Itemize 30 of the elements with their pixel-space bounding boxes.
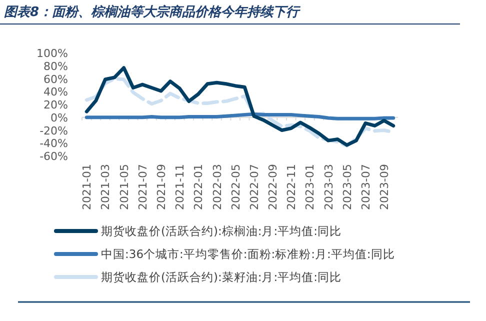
x-tick-label: 2021-01: [80, 164, 94, 210]
y-tick-label: -60%: [40, 150, 68, 163]
x-tick-label: 2021-05: [118, 164, 131, 210]
y-tick-label: 40%: [44, 86, 68, 99]
x-tick-label: 2021-11: [174, 164, 187, 210]
x-tick-label: 2022-03: [210, 164, 224, 210]
x-tick-label: 2022-07: [248, 164, 261, 210]
x-tick-label: 2021-03: [99, 164, 112, 210]
y-tick-label: 0%: [50, 111, 68, 124]
x-tick-label: 2023-05: [340, 164, 354, 210]
x-tick-label: 2022-09: [266, 164, 280, 210]
x-tick-label: 2023-01: [304, 164, 317, 210]
y-tick-label: 80%: [44, 60, 68, 73]
x-tick-label: 2023-03: [322, 164, 336, 210]
y-tick-label: -40%: [40, 137, 68, 150]
y-tick-label: 20%: [44, 98, 68, 112]
y-tick-label: 60%: [44, 72, 68, 86]
y-tick-label: 100%: [36, 47, 68, 60]
x-tick-label: 2022-01: [192, 164, 206, 210]
legend-label: 中国:36个城市:平均零售价:面粉:标准粉:月:平均值:同比: [101, 247, 395, 261]
y-tick-label: -20%: [40, 124, 68, 138]
x-tick-label: 2023-09: [378, 164, 392, 210]
x-tick-label: 2022-05: [229, 164, 242, 210]
x-tick-label: 2022-11: [285, 164, 298, 210]
chart-title: 图表8：面粉、棕榈油等大宗商品价格今年持续下行: [4, 4, 302, 20]
x-tick-label: 2023-07: [359, 164, 372, 210]
x-tick-label: 2021-09: [155, 164, 168, 210]
x-tick-label: 2021-07: [136, 164, 150, 210]
legend-label: 期货收盘价(活跃合约):菜籽油:月:平均值:同比: [101, 270, 342, 284]
legend-label: 期货收盘价(活跃合约):棕榈油:月:平均值:同比: [101, 224, 342, 238]
